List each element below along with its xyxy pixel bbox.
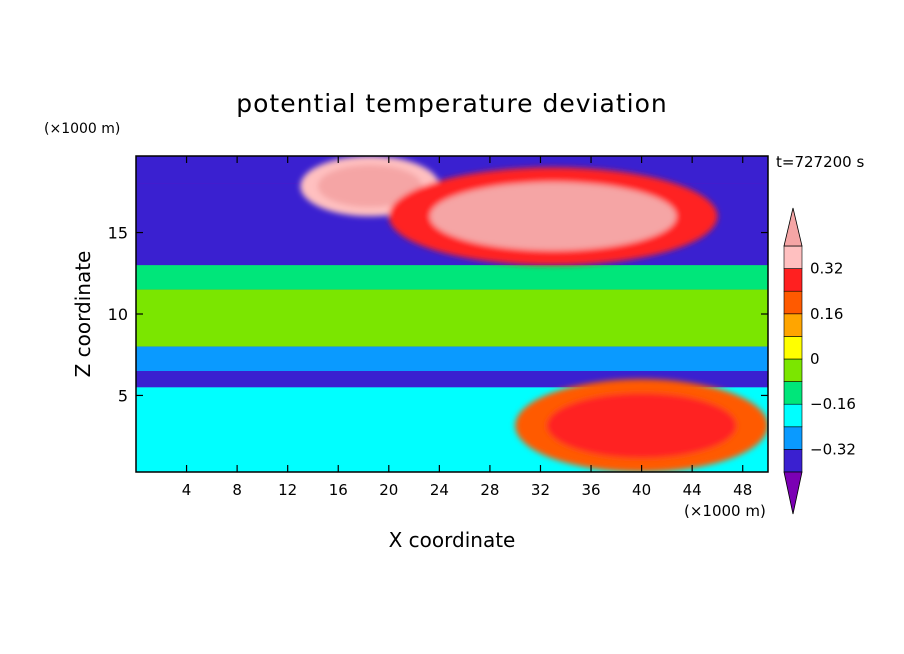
y-axis-label: Z coordinate [71, 251, 95, 378]
colorbar-min-arrow [783, 471, 803, 515]
colorbar-segment [783, 358, 803, 382]
x-tick-label: 28 [480, 481, 499, 499]
colorbar-segment [783, 426, 803, 450]
contour-field [136, 156, 768, 472]
x-axis-label: X coordinate [389, 528, 516, 552]
colorbar-segment [783, 403, 803, 428]
colorbar-segment [783, 290, 803, 315]
x-tick-label: 32 [531, 481, 550, 499]
field-blobs [300, 156, 768, 472]
colorbar-segment [783, 313, 803, 337]
colorbar-tick-label: 0.32 [810, 260, 843, 278]
field-band [136, 265, 768, 290]
y-axis: 5 10 15 [108, 224, 768, 405]
colorbar-tick-label: −0.16 [810, 395, 856, 413]
x-tick-label: 4 [182, 481, 192, 499]
chart-title: potential temperature deviation [236, 89, 667, 118]
x-tick-label: 44 [683, 481, 702, 499]
colorbar-segment [783, 245, 803, 269]
y-tick-label: 10 [108, 305, 128, 324]
colorbar-segment [783, 449, 803, 473]
colorbar-segment [783, 336, 803, 360]
colorbar-max-arrow [783, 207, 803, 247]
warm-region-core [317, 165, 422, 208]
x-tick-label: 36 [581, 481, 600, 499]
colorbar-tick-label: 0.16 [810, 305, 843, 323]
x-tick-label: 48 [733, 481, 752, 499]
colorbar-tick-label: −0.32 [810, 440, 856, 458]
x-tick-label: 12 [278, 481, 297, 499]
x-axis: 4 8 12 16 20 24 28 32 36 40 44 48 [182, 156, 752, 499]
x-tick-label: 16 [329, 481, 348, 499]
x-tick-label: 8 [232, 481, 242, 499]
field-band [136, 346, 768, 372]
y-tick-label: 5 [118, 386, 128, 405]
colorbar-segment [783, 268, 803, 292]
y-axis-unit: (×1000 m) [44, 121, 120, 137]
x-axis-unit: (×1000 m) [684, 502, 766, 520]
colorbar-tick-label: 0 [810, 350, 820, 368]
warm-region-core [429, 182, 677, 251]
colorbar-segment [783, 381, 803, 405]
x-tick-label: 40 [632, 481, 651, 499]
field-band [136, 289, 768, 347]
x-tick-label: 24 [430, 481, 449, 499]
warm-region-core [546, 393, 737, 459]
x-tick-label: 20 [379, 481, 398, 499]
colorbar: 0.32 0.16 0 −0.16 −0.32 [783, 207, 856, 515]
y-tick-label: 15 [108, 224, 128, 243]
time-label: t=727200 s [776, 153, 864, 171]
